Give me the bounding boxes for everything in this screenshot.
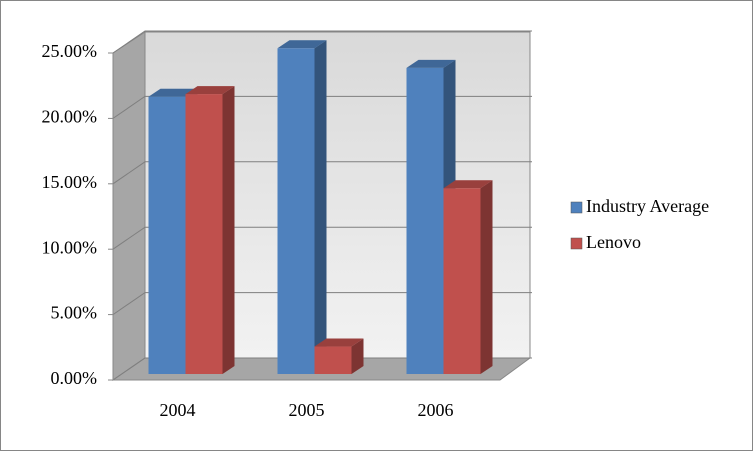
bar-group [185,86,235,374]
bar-top [148,88,198,97]
bar-top [443,180,493,189]
y-tick-label: 5.00% [51,303,98,323]
bar-top-shade [185,86,235,95]
bar-side-shade [351,338,364,374]
grid-line [112,357,532,381]
bar-top-shade [148,88,198,97]
bar-side-shade [480,180,493,374]
bar-side [314,40,327,375]
bar [185,94,223,374]
side-wall [112,31,146,381]
x-tick-label: 2006 [418,400,454,420]
legend-label: Industry Average [586,196,709,216]
bar-top [277,40,327,49]
x-tick-label: 2005 [289,400,325,420]
bar-top [314,338,364,347]
bar [148,96,186,374]
bar-side [351,338,364,374]
legend-swatch [570,237,583,250]
bar [406,67,444,374]
y-tick-label: 15.00% [42,172,98,192]
bar-side [222,86,235,374]
bar-top [185,86,235,95]
bar [443,188,481,374]
grid-line [112,95,532,119]
bar-top-shade [406,59,456,68]
grid-line [112,226,532,250]
legend-label: Lenovo [586,232,641,252]
bar-side-shade [222,86,235,374]
plot: 0.00% 5.00% 10.00% 15.00% 20.00% 25.00% 2004 20… [42,30,709,420]
bar-side-shade [314,40,327,375]
y-tick-label: 20.00% [42,107,98,127]
bar-group [314,338,364,374]
grid-line [112,161,532,185]
bar-group [277,40,327,375]
y-tick-label: 25.00% [42,41,98,61]
grid-line [112,292,532,316]
bar-group [443,180,493,374]
bar-side [480,180,493,374]
legend-swatch [570,201,583,214]
y-tick-label: 0.00% [51,368,98,388]
y-tick-label: 10.00% [42,237,98,257]
bar-top [406,59,456,68]
x-tick-label: 2004 [160,400,196,420]
bar [314,346,352,374]
bar-top-shade [443,180,493,189]
grid-line [112,30,532,54]
bar [277,48,315,375]
bar-top-shade [277,40,327,49]
bar-top-shade [314,338,364,347]
